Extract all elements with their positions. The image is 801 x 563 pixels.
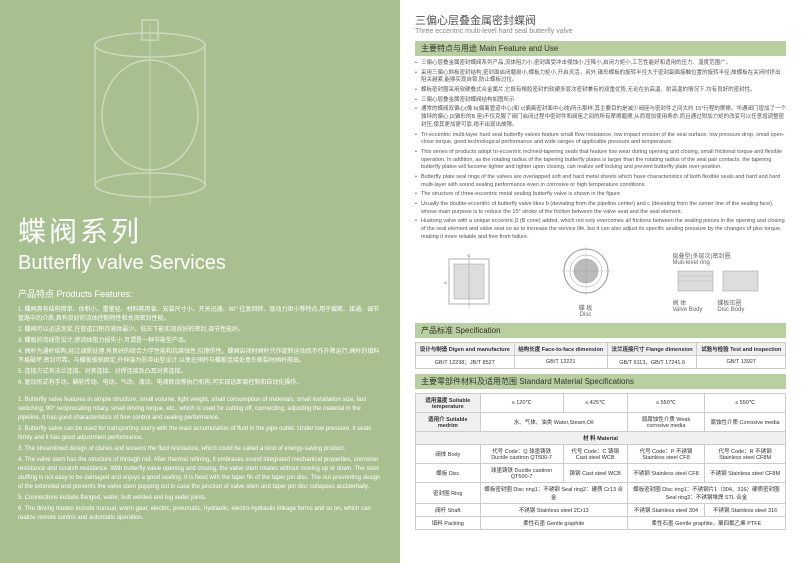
list-item: 2. 蝶阀可以运送泥浆,在管道口积存液体最少。低压下能实现良好的密封,调节性能好… (18, 326, 382, 335)
table-cell: 不锈钢 Stainless steel 2Cr13 (480, 504, 627, 517)
table-header: 材 料 Material (416, 432, 786, 445)
list-item: 通常的蝶阀双偏心(像 b(偏离管道中心)和 c(偏离密封面中心线)所示那样,其主… (415, 106, 786, 129)
ring-icon (556, 246, 616, 301)
body-detail-icon (673, 266, 763, 296)
table-cell: 不锈钢 Stainless steel 304 (627, 504, 704, 517)
list-item: 3. 蝶板的流线型设计,使流体阻力损失小,可谓是一种节能型产品。 (18, 337, 382, 346)
page-title-en: Three eccentric multi-level hard seal bu… (415, 28, 786, 35)
diagram-section: C A (439, 254, 499, 311)
table-cell: 代号 Code：P 不锈钢 Stainless steel CF8 (627, 445, 704, 464)
table-cell: 阀杆 Shaft (416, 504, 481, 517)
svg-text:A: A (444, 280, 447, 285)
table-cell: 不锈钢 Stainless steel CF8M (705, 464, 786, 483)
list-item: 采用三偏心斜板密封结构,密封面启闭磨损小,蝶板力矩小,开启灵活。另外,锥形蝶板的… (415, 70, 786, 85)
list-item: Huatong valve with a unique eccentric β … (415, 218, 786, 241)
table-cell: GB/T 13927 (697, 356, 786, 369)
list-item: 2. Butterfly valve can be used for trans… (18, 425, 382, 443)
list-item: 4. 阀杆为通杆结构,经过调质处理,有良好的综合力学性能和抗腐蚀性,抗擦伤性。蝶… (18, 348, 382, 366)
page-title-cn: 三偏心层叠金属密封蝶阀 (415, 12, 786, 28)
table-cell: 密封圈 Ring (416, 483, 481, 504)
table-cell: ≤ 550℃ (627, 394, 704, 413)
list-item: 蝶板密封圈采用软硬叠式合金属片,它既有橡胶密封的软硬多层次密封兼有的双重优势,无… (415, 87, 786, 95)
table-cell: 柔性石墨 Gentle graphite，聚四氟乙烯 PTFE (627, 517, 785, 530)
table-cell: 球墨铸铁 Ductile castiron QT500-7 (480, 464, 563, 483)
valve-illustration (60, 15, 240, 215)
table-cell: 不锈钢 Stainless steel 316 (705, 504, 786, 517)
table-cell: 代号 Code：C 铸钢 Cast steel WCB (563, 445, 627, 464)
diagram-labels: 层叠型(多层次)密封圈 Muti-level ring 阀 体 Valve Bo… (673, 251, 763, 313)
features-cn-list: 1. 蝶阀具有结构简单、体积小、重量轻、材料耗用省、安装尺寸小、开关迅速、90°… (18, 306, 382, 390)
table-cell: 水、气体、油类 Water,Steam,Oil (480, 413, 627, 432)
table-cell: 蝶板 Disc (416, 464, 481, 483)
title-en: Butterfly valve Services (18, 252, 382, 275)
list-item: 5. 连接方式有法兰连接、对夹连接、对焊连接及凸耳对夹连接。 (18, 368, 382, 377)
list-item: 1. 蝶阀具有结构简单、体积小、重量轻、材料耗用省、安装尺寸小、开关迅速、90°… (18, 306, 382, 324)
table-header: 设计与制造 Digen and manufacture (416, 343, 515, 356)
list-item: 三偏心层叠金属密封蝶阀结构如图所示 (415, 97, 786, 105)
body-label: 阀 体 (673, 298, 703, 307)
table-cell: 柔性石墨 Gentle graphite (480, 517, 627, 530)
table-header: 结构长度 Face-to-face dimension (514, 343, 607, 356)
list-item: 5. Connections include flanged, wafer, b… (18, 494, 382, 503)
table-header: 适用介 Suitable medrim (416, 413, 481, 432)
title-cn: 蝶阀系列 (18, 210, 382, 250)
list-item: 6. 驱动形式有手动、蜗轮传动、电动、气动、液动、电液联动等执行机构,可实现远距… (18, 379, 382, 388)
list-item: 1. Butterfly valve features in simple st… (18, 396, 382, 423)
diagram-area: C A 蝶 板 Disc 层叠型(多层次)密封圈 Muti-level ring (415, 246, 786, 318)
list-item: Usually the double-eccentric of butterfl… (415, 201, 786, 216)
table-cell: 腐蚀性介质 Corrosive media (705, 413, 786, 432)
table-header: 试验与检验 Test and inspection (697, 343, 786, 356)
disc-label: 蝶 板 (556, 303, 616, 312)
table-cell: 代号 Code：R 不锈钢 Stainless steel CF8M (705, 445, 786, 464)
list-item: 三偏心层叠金属密封蝶阀系列产品,流体阻力小,密封面受冲击侵蚀小,压降小,启闭力矩… (415, 60, 786, 68)
disc-label-en: Disc (556, 312, 616, 318)
table-header: 法兰连接尺寸 Flange dimension (607, 343, 697, 356)
section-bar-spec: 产品标准 Specification (415, 323, 786, 338)
table-cell: ≤ 550℃ (705, 394, 786, 413)
main-feature-list: 三偏心层叠金属密封蝶阀系列产品,流体阻力小,密封面受冲击侵蚀小,压降小,启闭力矩… (415, 60, 786, 241)
table-cell: 阀体 Body (416, 445, 481, 464)
section-bar-material: 主要零部件材料及适用范围 Standard Material Specifica… (415, 374, 786, 389)
list-item: This series of products adopt tri-eccent… (415, 149, 786, 172)
material-table: 适用温度 Suitable temperature ≤ 120℃ ≤ 425℃ … (415, 393, 786, 530)
table-cell: 不锈钢 Stainless steel CF8 (627, 464, 704, 483)
list-item: The structure of three-eccentric metal s… (415, 191, 786, 199)
table-cell: GB/T 12238；JB/T 8527 (416, 356, 515, 369)
diagram-ring: 蝶 板 Disc (556, 246, 616, 318)
svg-text:C: C (467, 254, 470, 258)
discbody-label-en: Disc Body (717, 307, 744, 313)
table-cell: 铸钢 Cast steel WCB (563, 464, 627, 483)
table-cell: GB/T 12221 (514, 356, 607, 369)
right-panel: 三偏心层叠金属密封蝶阀 Three eccentric multi-level … (400, 0, 801, 563)
table-cell: ≤ 120℃ (480, 394, 563, 413)
list-item: 6. The driving modes include manual, wor… (18, 505, 382, 523)
list-item: Tri-eccentric multi-layer hard seal butt… (415, 132, 786, 147)
features-en-list: 1. Butterfly valve features in simple st… (18, 396, 382, 525)
cross-section-icon: C A (439, 254, 499, 309)
table-cell: 填料 Packing (416, 517, 481, 530)
spec-table: 设计与制造 Digen and manufacture 结构长度 Face-to… (415, 342, 786, 369)
table-cell: 弱腐蚀性介质 Weak corrosive media (627, 413, 704, 432)
table-cell: GB/T 9113，GB/T 17241.6 (607, 356, 697, 369)
list-item: Butterfly plate seal rings of the valves… (415, 174, 786, 189)
body-label-en: Valve Body (673, 307, 703, 313)
table-cell: 蝶板密封圈 Disc ring1：不锈钢片1（304、316）硬质密封圈 Sea… (627, 483, 785, 504)
discbody-label: 蝶板压圈 (717, 298, 744, 307)
list-item: 4. The valve stem has the structure of t… (18, 456, 382, 492)
section-bar-features: 主要特点与用途 Main Feature and Use (415, 41, 786, 56)
left-panel: 蝶阀系列 Butterfly valve Services 产品特点 Produ… (0, 0, 400, 563)
table-cell: ≤ 425℃ (563, 394, 627, 413)
table-header: 适用温度 Suitable temperature (416, 394, 481, 413)
list-item: 3. The streamlined design of dishes and … (18, 445, 382, 454)
table-cell: 代号 Code：Q 球墨铸铁 Ductile castiron QT500-7 (480, 445, 563, 464)
table-cell: 蝶板密封圈 Disc ring1：不锈钢 Seal ring2：硬质 Cr13 … (480, 483, 627, 504)
ring-label: 层叠型(多层次)密封圈 (673, 251, 763, 260)
features-heading: 产品特点 Products Features: (18, 287, 382, 300)
